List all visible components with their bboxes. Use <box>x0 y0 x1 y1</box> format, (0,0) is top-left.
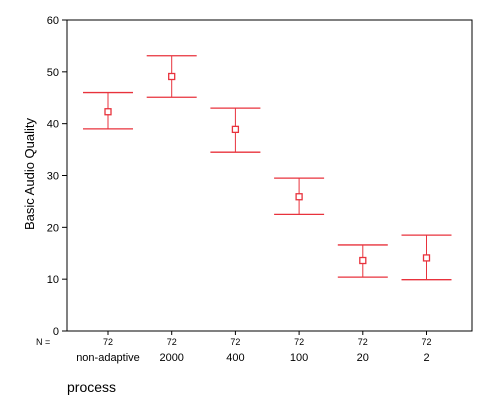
mean-marker <box>295 193 303 201</box>
n-value: 72 <box>103 337 113 347</box>
n-value: 72 <box>358 337 368 347</box>
y-axis-label: Basic Audio Quality <box>22 118 37 231</box>
y-tick-label: 20 <box>47 222 59 234</box>
mean-marker <box>104 108 112 116</box>
y-tick-label: 50 <box>47 67 59 79</box>
mean-marker <box>422 254 431 262</box>
y-axis: 0 10 20 30 40 50 60 <box>47 15 67 338</box>
x-tick-label: 400 <box>226 352 244 364</box>
n-label: N = <box>36 337 50 347</box>
n-value: 72 <box>230 337 240 347</box>
n-value: 72 <box>294 337 304 347</box>
x-axis: 72 non-adaptive 72 2000 72 400 72 100 72 20 72 2 <box>76 331 432 364</box>
mean-marker <box>231 125 240 134</box>
x-tick-label: 20 <box>357 352 369 364</box>
y-tick-label: 30 <box>47 171 59 183</box>
mean-marker <box>359 256 367 265</box>
y-tick-label: 10 <box>47 274 59 286</box>
x-tick-label: 100 <box>290 352 308 364</box>
x-axis-label: process <box>67 379 116 395</box>
n-value: 72 <box>421 337 431 347</box>
plot-frame <box>66 19 473 332</box>
n-value: 72 <box>167 337 177 347</box>
x-tick-label: non-adaptive <box>76 352 140 364</box>
x-tick-label: 2000 <box>159 352 183 364</box>
y-tick-label: 0 <box>53 326 59 338</box>
y-tick-label: 60 <box>47 15 59 27</box>
error-bars <box>83 55 452 281</box>
mean-marker <box>168 72 176 81</box>
y-tick-label: 40 <box>47 119 59 131</box>
x-tick-label: 2 <box>423 352 429 364</box>
